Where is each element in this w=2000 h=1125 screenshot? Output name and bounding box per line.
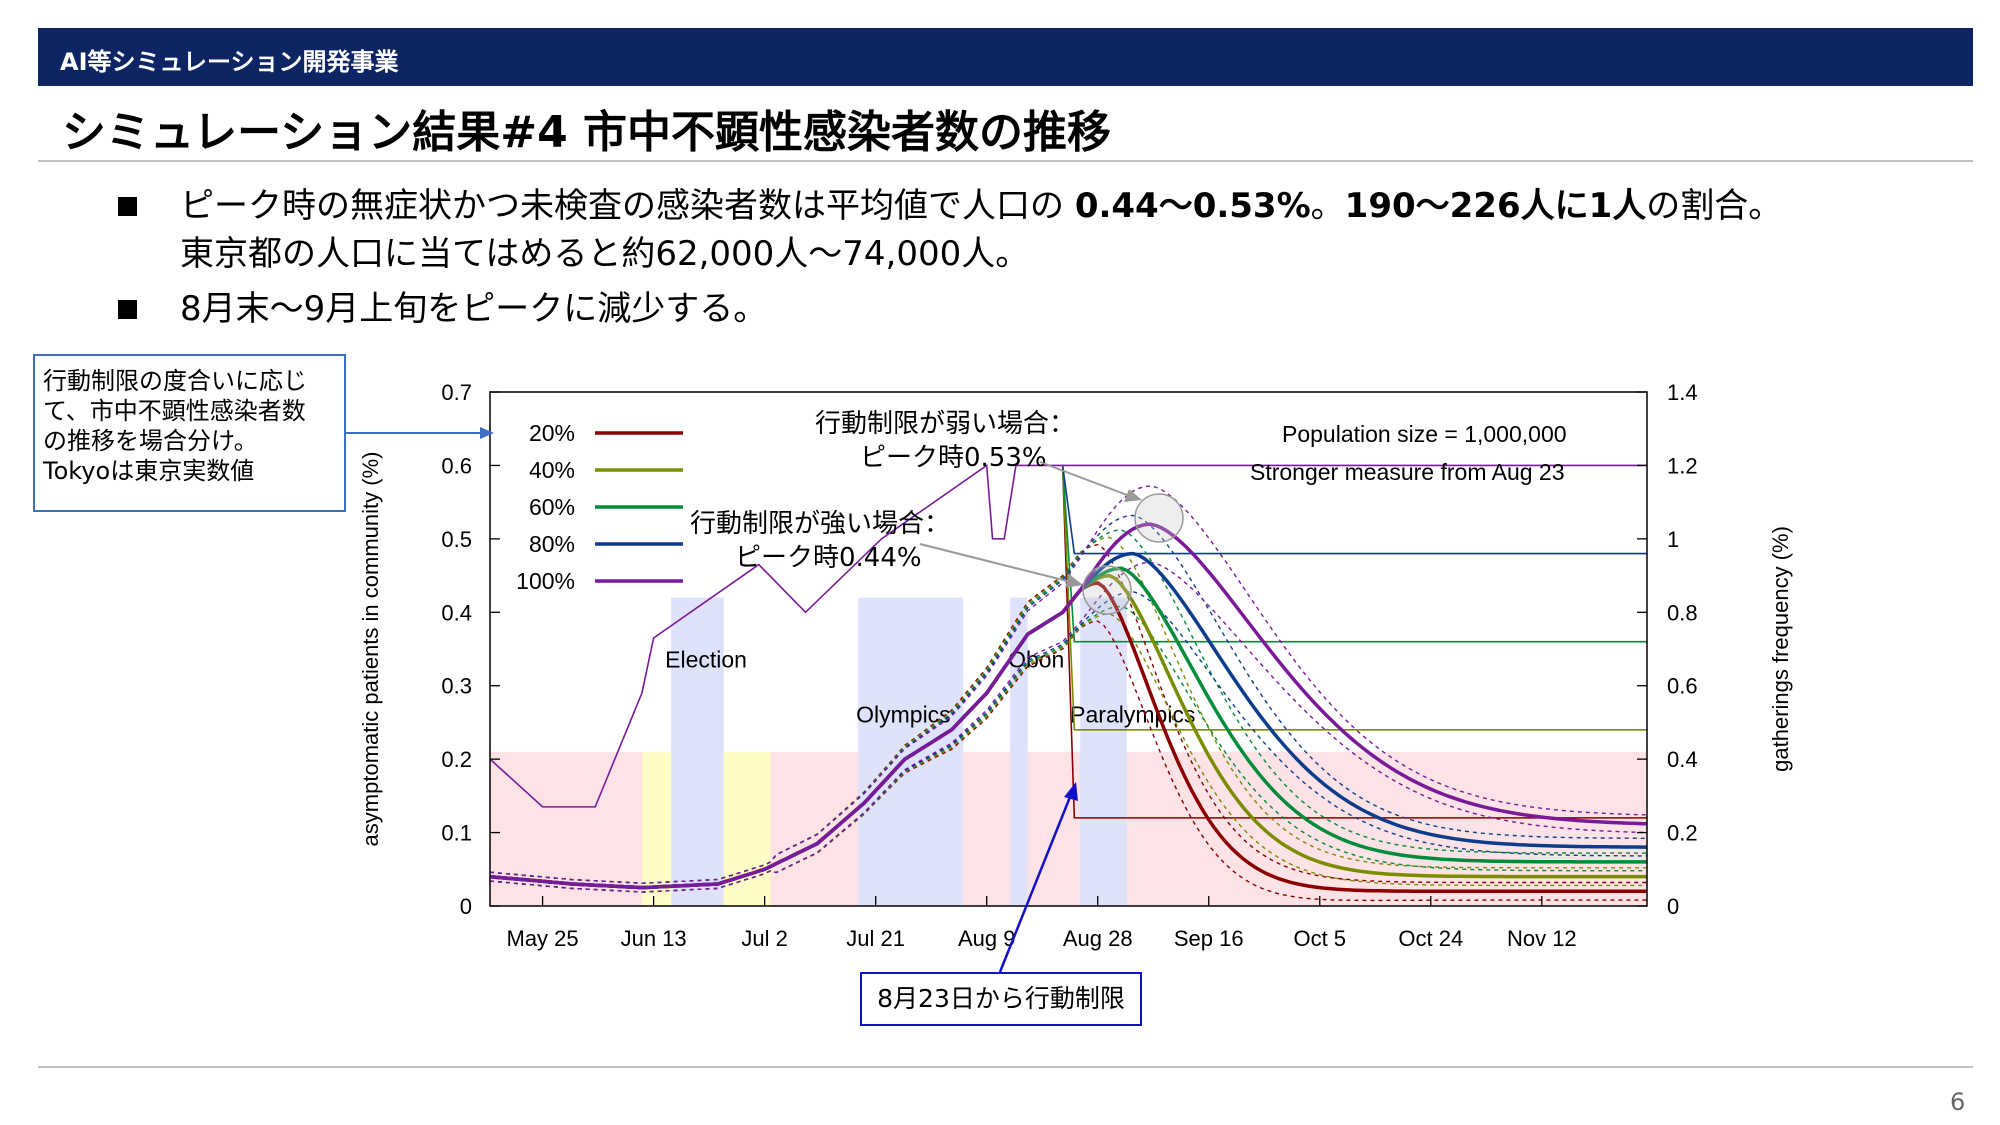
gathering-line-40%: [1061, 465, 1647, 731]
note-line: 行動制限の度合いに応じ: [43, 367, 307, 395]
event-band: [1010, 597, 1028, 906]
legend-label: 80%: [529, 531, 575, 557]
y2-tick-label: 0.8: [1667, 600, 1698, 625]
y-tick-label: 0.3: [441, 674, 472, 699]
bullet-1: ピーク時の無症状かつ未検査の感染者数は平均値で人口の 0.44〜0.53%。19…: [118, 183, 1968, 229]
event-label: Paralympics: [1070, 701, 1195, 727]
bullet-2-text: 8月末〜9月上旬をピークに減少する。: [180, 289, 768, 329]
strong-arrow: [919, 543, 1076, 584]
x-tick-label: Jul 2: [741, 926, 787, 951]
strong-peak-highlight: [1082, 565, 1132, 615]
y-tick-label: 0.5: [441, 527, 472, 552]
strong-annotation-line2: ピーク時0.44%: [735, 543, 922, 573]
date-callout: 8月23日から行動制限: [860, 972, 1142, 1026]
strong-arrowhead: [1065, 574, 1083, 588]
y2-tick-label: 0.6: [1667, 674, 1698, 699]
header-bar-label: AI等シミュレーション開発事業: [60, 48, 399, 76]
bullet-1-cont: 東京都の人口に当てはめると約62,000人〜74,000人。: [118, 231, 1968, 277]
weak-arrow: [1039, 461, 1136, 499]
y-tick-label: 0: [460, 894, 472, 919]
weak-annotation-line1: 行動制限が弱い場合：: [815, 409, 1075, 439]
event-band: [1080, 597, 1127, 906]
note-arrowhead: [480, 427, 494, 439]
bullet-square-icon: [118, 197, 137, 216]
bullet-1-continuation: 東京都の人口に当てはめると約62,000人〜74,000人。: [180, 234, 1030, 274]
y-axis-label: asymptomatic patients in community (%): [358, 452, 383, 847]
strong-annotation-line1: 行動制限が強い場合：: [690, 509, 950, 539]
x-tick-label: Aug 9: [958, 926, 1016, 951]
note-line: の推移を場合分け。: [43, 427, 258, 455]
weak-peak-highlight: [1134, 493, 1184, 543]
title-divider: [38, 160, 1973, 162]
plot-frame: [489, 391, 1648, 907]
event-label: Olympics: [856, 701, 951, 727]
series-band-100%: [489, 485, 1648, 884]
legend-label: 40%: [529, 457, 575, 483]
bullet-2: 8月末〜9月上旬をピークに減少する。: [118, 286, 1968, 332]
x-tick-label: Aug 28: [1063, 926, 1133, 951]
note-line: Tokyoは東京実数値: [43, 457, 255, 485]
note-box: 行動制限の度合いに応じ て、市中不顕性感染者数 の推移を場合分け。 Tokyoは…: [33, 354, 346, 512]
header-bar: AI等シミュレーション開発事業: [38, 28, 1973, 86]
page-title: シミュレーション結果#4 市中不顕性感染者数の推移: [62, 107, 1112, 158]
page-number: 6: [1950, 1088, 1966, 1116]
x-tick-label: Sep 16: [1174, 926, 1244, 951]
x-tick-label: Jul 21: [846, 926, 905, 951]
gathering-line-80%: [1061, 465, 1647, 555]
y-tick-label: 0.2: [441, 747, 472, 772]
date-arrow: [998, 791, 1074, 973]
y2-tick-label: 0.4: [1667, 747, 1698, 772]
y2-tick-label: 0.2: [1667, 821, 1698, 846]
population-label: Population size = 1,000,000: [1282, 421, 1567, 447]
legend-label: 100%: [516, 568, 575, 594]
gathering-history-line: [489, 463, 1063, 808]
y-tick-label: 0.6: [441, 453, 472, 478]
bullet-1-text: ピーク時の無症状かつ未検査の感染者数は平均値で人口の 0.44〜0.53%。19…: [180, 186, 1783, 226]
bullet-square-icon: [118, 300, 137, 319]
y2-tick-label: 1.2: [1667, 453, 1698, 478]
y-tick-label: 0.4: [441, 600, 472, 625]
footer-divider: [38, 1066, 1973, 1068]
series-band-100%: [489, 561, 1648, 893]
event-band: [858, 597, 964, 906]
weak-arrowhead: [1124, 489, 1142, 502]
event-label: Election: [665, 646, 747, 672]
x-tick-label: Jun 13: [621, 926, 687, 951]
gathering-line-60%: [1061, 465, 1647, 643]
x-tick-label: May 25: [507, 926, 579, 951]
weak-annotation-line2: ピーク時0.53%: [860, 443, 1047, 473]
y-tick-label: 0.1: [441, 821, 472, 846]
y2-axis-label: gatherings frequency (%): [1768, 526, 1793, 772]
x-tick-label: Oct 24: [1398, 926, 1463, 951]
event-band: [671, 597, 724, 906]
y2-tick-label: 1.4: [1667, 380, 1698, 405]
legend-label: 20%: [529, 420, 575, 446]
legend-label: 60%: [529, 494, 575, 520]
date-arrowhead: [1064, 782, 1078, 801]
series-line-100%: [489, 522, 1648, 890]
note-line: て、市中不顕性感染者数: [43, 397, 306, 425]
y-tick-label: 0.7: [441, 380, 472, 405]
y2-tick-label: 0: [1667, 894, 1679, 919]
x-tick-label: Oct 5: [1293, 926, 1346, 951]
measure-label: Stronger measure from Aug 23: [1250, 459, 1565, 485]
x-tick-label: Nov 12: [1507, 926, 1577, 951]
y2-tick-label: 1: [1667, 527, 1679, 552]
